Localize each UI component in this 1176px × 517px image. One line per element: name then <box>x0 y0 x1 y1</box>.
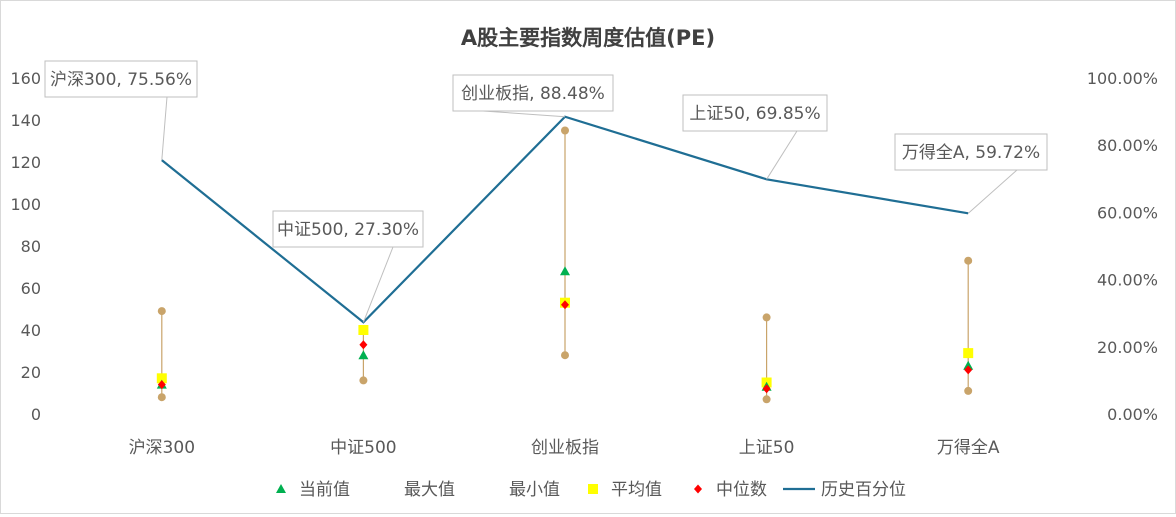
chart-title: A股主要指数周度估值(PE) <box>461 26 715 50</box>
min-value-marker <box>763 395 771 403</box>
y-left-tick-label: 140 <box>10 111 41 130</box>
legend-median-value: 中位数 <box>716 480 767 500</box>
average-value-marker <box>963 348 973 358</box>
callout-label: 上证50, 69.85% <box>689 104 820 124</box>
callout-leader-line <box>483 111 565 117</box>
x-category-label: 创业板指 <box>531 438 599 458</box>
y-right-tick-label: 100.00% <box>1087 69 1158 88</box>
y-left-tick-label: 0 <box>31 405 41 424</box>
y-left-tick-label: 40 <box>21 321 41 340</box>
legend-percentile: 历史百分位 <box>821 480 906 500</box>
callout-label: 万得全A, 59.72% <box>902 143 1040 163</box>
y-right-tick-label: 20.00% <box>1097 338 1158 357</box>
y-right-axis: 0.00% 20.00% 40.00% 60.00% 80.00% 100.00% <box>1087 69 1158 424</box>
legend-swatch <box>694 485 702 494</box>
legend-max-value: 最大值 <box>404 480 455 500</box>
callout-label: 中证500, 27.30% <box>277 220 419 240</box>
callout-label: 沪深300, 75.56% <box>50 70 192 90</box>
y-right-tick-label: 0.00% <box>1107 405 1158 424</box>
max-value-marker <box>561 127 569 135</box>
y-left-tick-label: 120 <box>10 153 41 172</box>
callout-label: 创业板指, 88.48% <box>461 84 605 104</box>
y-left-tick-label: 80 <box>21 237 41 256</box>
legend-min-value: 最小值 <box>509 480 560 500</box>
callout-leader-line <box>363 247 393 322</box>
current-value-marker <box>358 350 368 359</box>
y-right-tick-label: 40.00% <box>1097 271 1158 290</box>
y-left-tick-label: 100 <box>10 195 41 214</box>
y-left-tick-label: 60 <box>21 279 41 298</box>
x-axis: 沪深300 中证500 创业板指 上证50 万得全A <box>129 438 1000 458</box>
min-value-marker <box>158 393 166 401</box>
average-value-marker <box>358 325 368 335</box>
y-left-axis: 0 20 40 60 80 100 120 140 160 <box>10 69 41 424</box>
legend-swatch <box>588 484 598 494</box>
x-category-label: 沪深300 <box>129 438 195 458</box>
median-value-marker <box>359 340 367 349</box>
min-value-marker <box>561 351 569 359</box>
legend-average-value: 平均值 <box>611 480 662 500</box>
min-value-marker <box>359 376 367 384</box>
current-value-marker <box>560 266 570 275</box>
max-value-marker <box>964 257 972 265</box>
callouts: 沪深300, 75.56% 中证500, 27.30% 创业板指, 88.48% 上证… <box>45 61 1047 322</box>
min-value-marker <box>964 387 972 395</box>
max-value-marker <box>158 307 166 315</box>
y-right-tick-label: 60.00% <box>1097 203 1158 222</box>
x-category-label: 万得全A <box>937 438 1000 458</box>
callout-leader-line <box>162 97 167 160</box>
legend: 当前值 最大值 最小值 平均值 中位数 历史百分位 <box>276 480 906 500</box>
x-category-label: 中证500 <box>330 438 396 458</box>
legend-swatch <box>276 484 286 493</box>
y-left-tick-label: 20 <box>21 363 41 382</box>
max-value-marker <box>763 313 771 321</box>
x-category-label: 上证50 <box>739 438 795 458</box>
callout-leader-line <box>968 170 1017 213</box>
y-right-tick-label: 80.00% <box>1097 136 1158 155</box>
callout-leader-line <box>767 131 797 179</box>
legend-current-value: 当前值 <box>299 480 350 500</box>
y-left-tick-label: 160 <box>10 69 41 88</box>
